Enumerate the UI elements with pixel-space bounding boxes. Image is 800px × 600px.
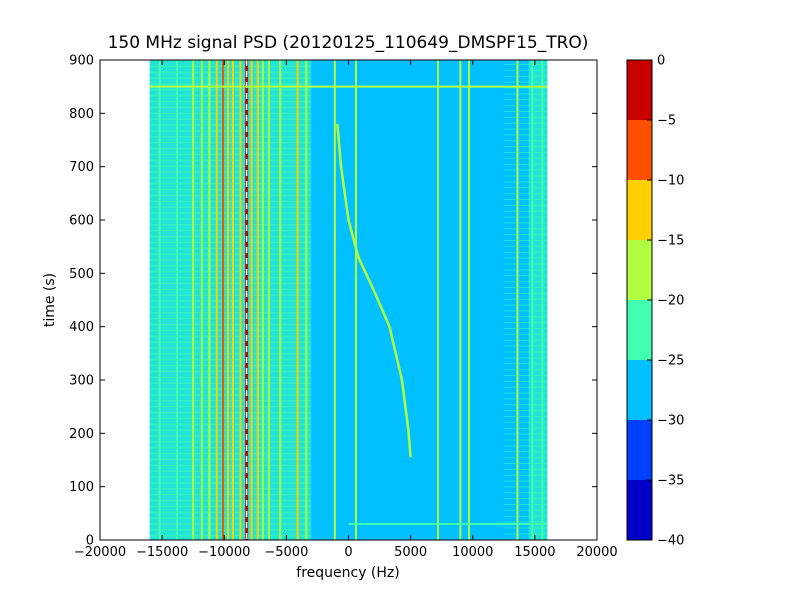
colorbar-segment (627, 300, 652, 360)
chart-title: 150 MHz signal PSD (20120125_110649_DMSP… (108, 33, 589, 53)
x-axis-label: frequency (Hz) (296, 565, 399, 581)
x-tick-label: 15000 (514, 545, 555, 560)
x-tick-label: 20000 (576, 545, 617, 560)
colorbar-segment (627, 480, 652, 540)
colorbar-segment (627, 120, 652, 180)
y-tick-label: 700 (69, 160, 94, 175)
x-tick-label: 10000 (452, 545, 493, 560)
colorbar-tick-label: −20 (657, 294, 684, 309)
y-tick-label: 200 (69, 427, 94, 442)
colorbar-tick-label: −25 (657, 354, 684, 369)
x-axis: −20000 −15000 −10000 −5000 0 5000 10000 15000 20… (74, 60, 618, 560)
colorbar-segment (627, 360, 652, 420)
x-tick-label: −10000 (198, 545, 250, 560)
y-axis: 0 100 200 300 400 500 600 700 800 900 (69, 54, 597, 549)
y-tick-label: 0 (86, 534, 94, 549)
colorbar-segment (627, 420, 652, 480)
y-tick-label: 300 (69, 374, 94, 389)
spectrogram-heatmap (149, 60, 548, 540)
colorbar-segment (627, 240, 652, 300)
colorbar-tick-label: 0 (657, 54, 665, 69)
y-tick-label: 500 (69, 267, 94, 282)
outer-noise-band (149, 60, 312, 540)
y-tick-label: 800 (69, 107, 94, 122)
colorbar-tick-label: −30 (657, 414, 684, 429)
y-tick-label: 100 (69, 480, 94, 495)
x-tick-label: −5000 (264, 545, 308, 560)
x-tick-label: 5000 (394, 545, 427, 560)
colorbar-tick-label: −40 (657, 534, 684, 549)
x-tick-label: −20000 (74, 545, 126, 560)
x-tick-label: −15000 (136, 545, 188, 560)
colorbar-tick-label: −10 (657, 174, 684, 189)
colorbar-tick-label: −35 (657, 474, 684, 489)
y-tick-label: 900 (69, 54, 94, 69)
x-tick-label: 0 (344, 545, 352, 560)
y-tick-label: 600 (69, 214, 94, 229)
y-axis-label: time (s) (42, 273, 58, 327)
colorbar-tick-label: −15 (657, 234, 684, 249)
colorbar-segment (627, 180, 652, 240)
y-tick-label: 400 (69, 320, 94, 335)
colorbar: 0 −5 −10 −15 −20 −25 −30 −35 −40 (626, 54, 684, 549)
colorbar-tick-label: −5 (657, 114, 676, 129)
doppler-trace (336, 123, 412, 458)
colorbar-segment (627, 60, 652, 120)
